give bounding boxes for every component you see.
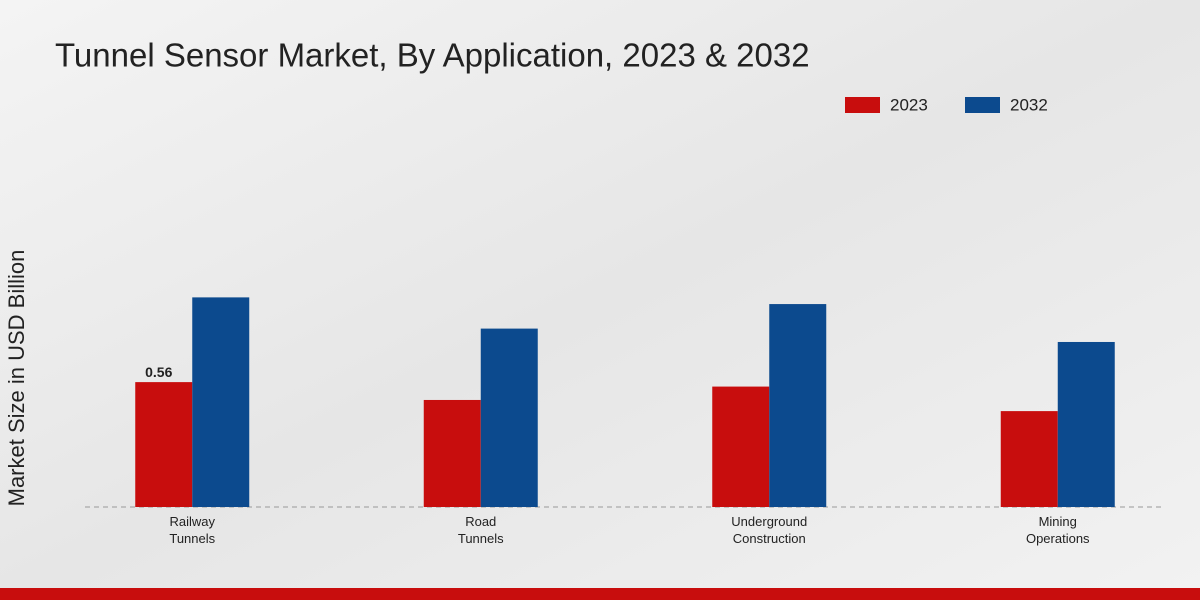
x-tick-label-line: Railway — [169, 514, 215, 529]
chart-title: Tunnel Sensor Market, By Application, 20… — [55, 37, 810, 74]
bar — [769, 304, 827, 507]
bar — [712, 386, 770, 507]
legend-swatch — [965, 97, 1000, 113]
bar — [1057, 341, 1115, 507]
data-label: 0.56 — [145, 364, 172, 380]
bar — [135, 382, 193, 507]
x-tick-label-line: Underground — [731, 514, 807, 529]
x-tick-label-line: Operations — [1026, 531, 1090, 546]
x-tick-label: Mining Operations — [1026, 514, 1090, 546]
x-tick-label: Road Tunnels — [458, 514, 504, 546]
footer-bar — [0, 588, 1200, 600]
y-axis-label: Market Size in USD Billion — [4, 250, 29, 507]
x-tick-label-line: Construction — [733, 531, 806, 546]
x-tick-label-line: Tunnels — [458, 531, 504, 546]
x-tick-label-line: Mining — [1039, 514, 1077, 529]
x-tick-label-line: Tunnels — [169, 531, 215, 546]
legend-swatch — [845, 97, 880, 113]
bar — [423, 399, 481, 507]
bar — [1000, 411, 1058, 507]
legend-label: 2032 — [1010, 95, 1048, 114]
x-tick-label-line: Road — [465, 514, 496, 529]
bar — [480, 328, 538, 507]
x-tick-label: Underground Construction — [731, 514, 807, 546]
bar — [192, 297, 250, 507]
x-tick-label: Railway Tunnels — [169, 514, 215, 546]
legend-label: 2023 — [890, 95, 928, 114]
